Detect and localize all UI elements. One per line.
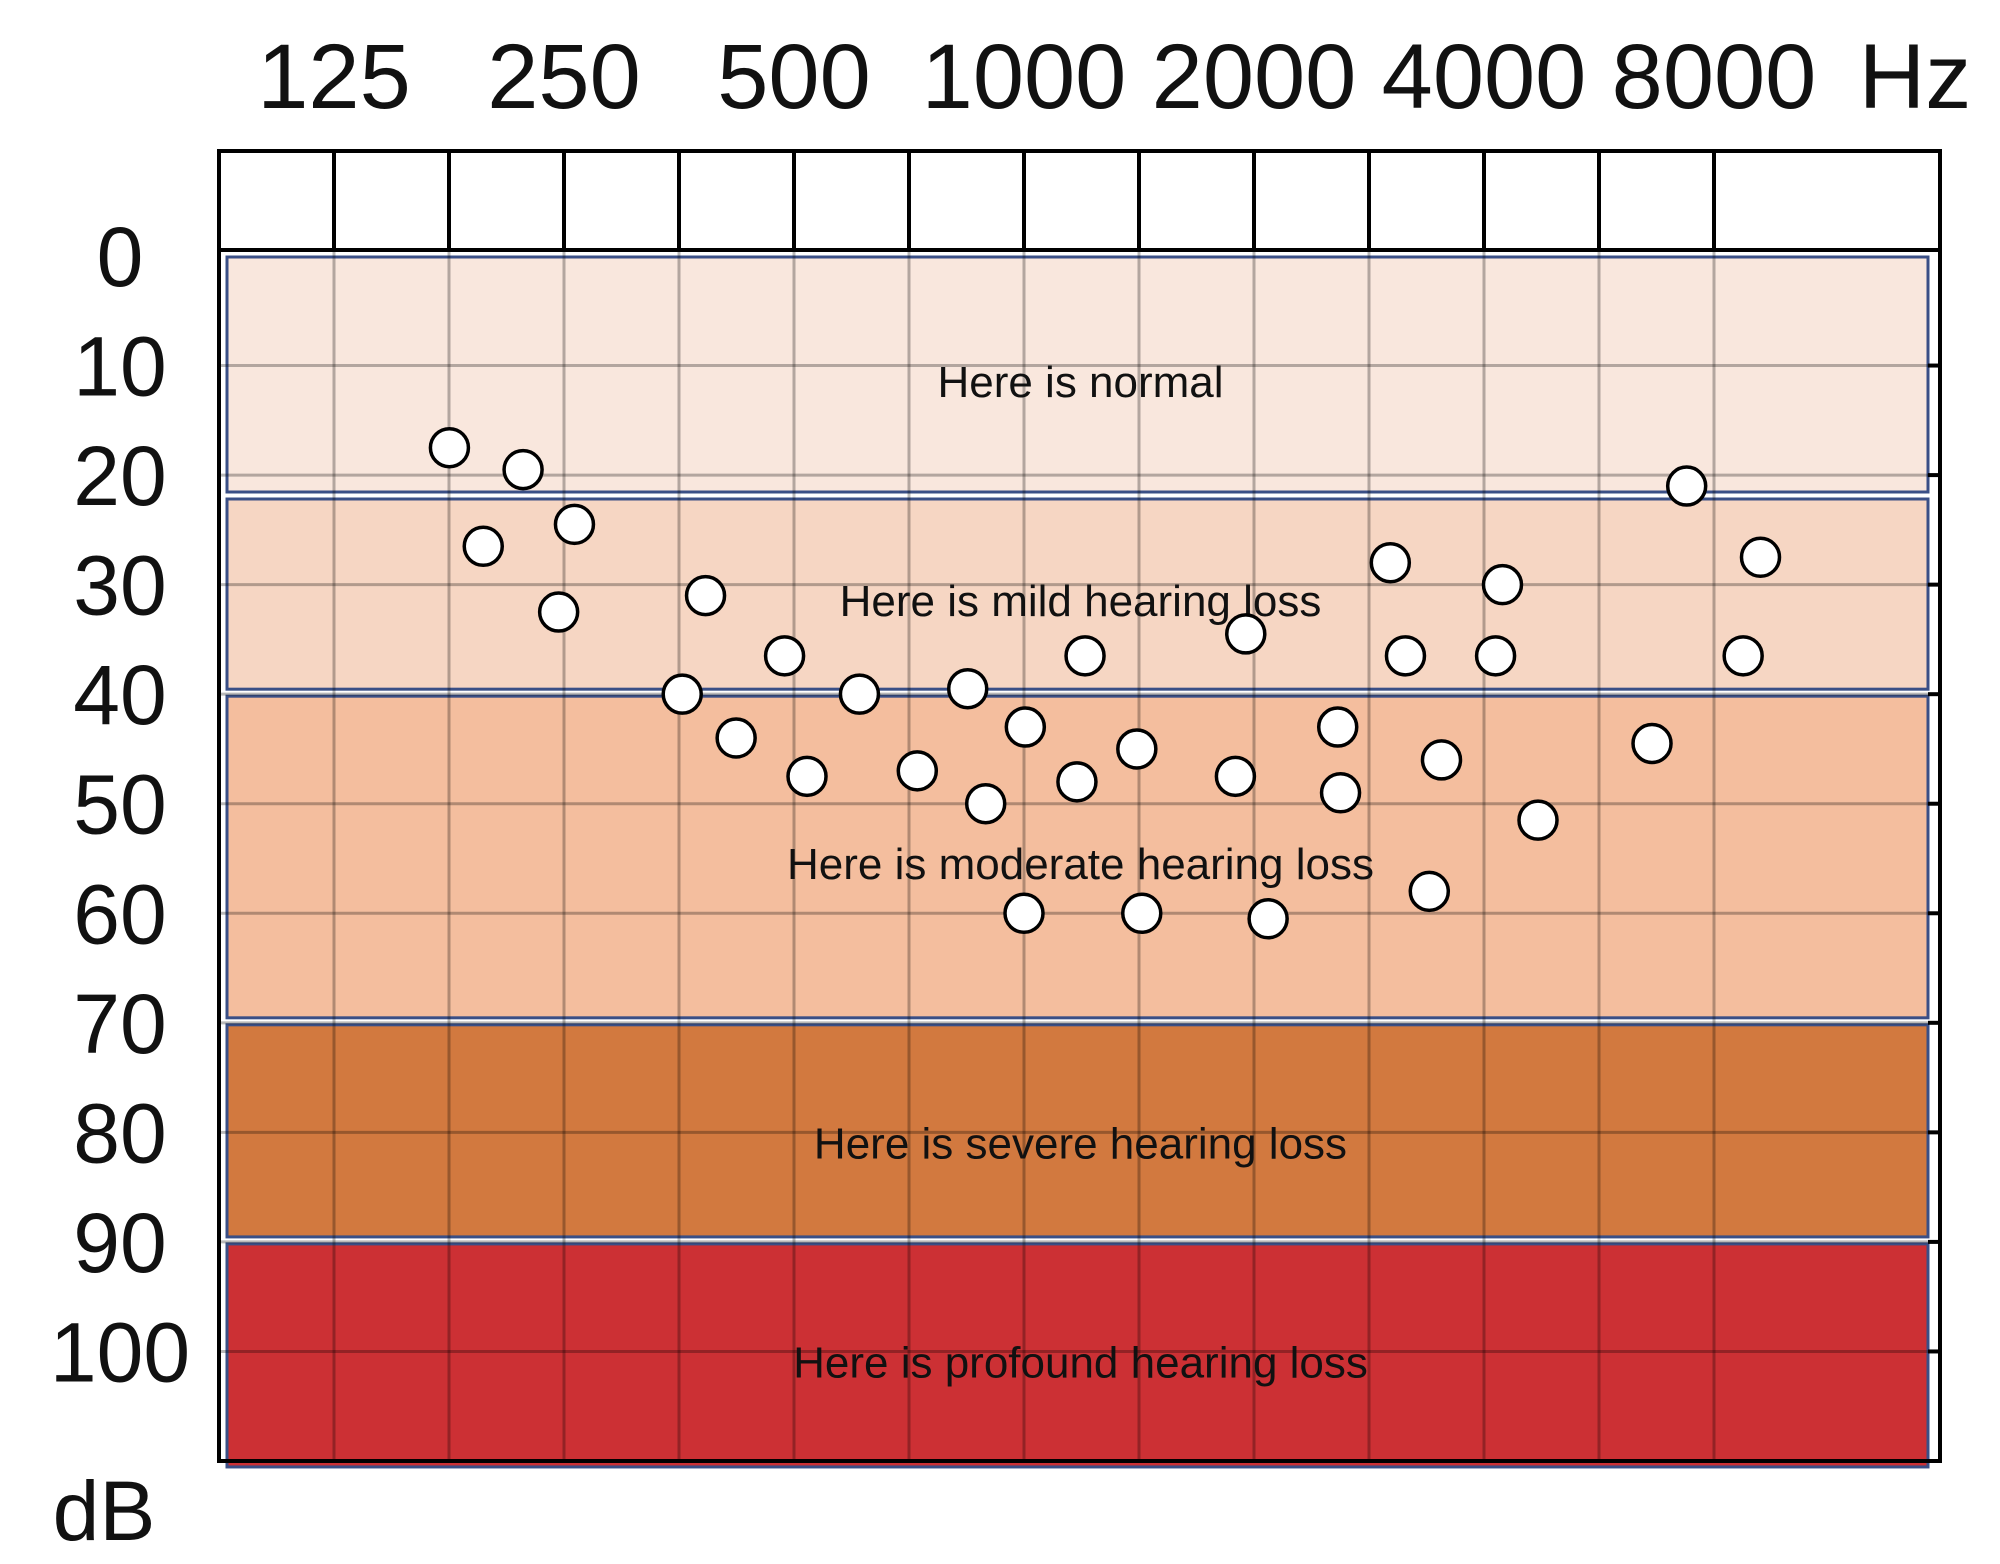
x-tick-label-2000: 2000	[1152, 26, 1357, 128]
decibel-axis: 0 10 20 30 40 50 60 70 80 90 100 dB	[50, 210, 190, 1558]
band-0	[225, 255, 1930, 494]
y-tick-label-0: 0	[97, 210, 144, 304]
threshold-point-25	[1369, 541, 1412, 584]
threshold-point-22	[1247, 898, 1289, 940]
y-tick-label-20: 20	[73, 429, 166, 523]
threshold-point-26	[1384, 635, 1427, 677]
threshold-point-19	[1121, 892, 1163, 935]
threshold-point-7	[715, 717, 757, 759]
y-tick-label-70: 70	[73, 977, 166, 1071]
y-tick-label-60: 60	[73, 867, 166, 961]
threshold-point-24	[1319, 772, 1362, 814]
frequency-axis: 125 250 500 1000 2000 4000 8000 Hz	[257, 26, 1971, 128]
threshold-point-31	[1517, 799, 1559, 841]
hearing-level-bands	[225, 255, 1930, 1469]
threshold-point-32	[1631, 722, 1673, 765]
threshold-point-5	[661, 673, 703, 715]
x-tick-label-125: 125	[257, 26, 411, 128]
y-unit-label: dB	[53, 1464, 156, 1558]
x-tick-label-250: 250	[487, 26, 641, 128]
threshold-point-13	[964, 782, 1007, 825]
threshold-point-18	[1116, 728, 1158, 770]
threshold-point-0	[428, 426, 471, 469]
threshold-point-2	[502, 448, 544, 491]
y-tick-label-90: 90	[73, 1196, 166, 1290]
threshold-point-12	[946, 667, 989, 710]
threshold-point-4	[553, 503, 596, 546]
threshold-point-20	[1214, 755, 1257, 798]
threshold-point-23	[1316, 706, 1359, 748]
y-tick-label-40: 40	[73, 648, 166, 742]
y-tick-label-100: 100	[50, 1305, 190, 1399]
threshold-point-17	[1064, 635, 1106, 677]
band-label-2: Here is moderate hearing loss	[787, 840, 1374, 889]
threshold-points	[428, 426, 1782, 940]
threshold-point-1	[462, 525, 505, 568]
threshold-point-30	[1481, 563, 1524, 606]
threshold-point-27	[1408, 870, 1451, 913]
x-tick-label-500: 500	[717, 26, 871, 128]
threshold-point-11	[896, 750, 939, 792]
x-tick-label-1000: 1000	[922, 26, 1127, 128]
x-unit-label: Hz	[1859, 26, 1971, 128]
band-label-3: Here is severe hearing loss	[814, 1119, 1347, 1168]
threshold-point-16	[1056, 761, 1098, 803]
band-3	[225, 1023, 1930, 1239]
y-tick-label-50: 50	[73, 758, 166, 852]
threshold-point-14	[1004, 706, 1047, 748]
band-label-0: Here is normal	[937, 358, 1223, 407]
threshold-point-6	[684, 574, 727, 617]
threshold-point-33	[1665, 465, 1708, 507]
threshold-point-3	[537, 591, 580, 633]
threshold-point-29	[1474, 635, 1517, 677]
band-4	[225, 1242, 1930, 1469]
threshold-point-9	[786, 755, 828, 798]
x-tick-label-4000: 4000	[1382, 26, 1587, 128]
band-label-4: Here is profound hearing loss	[793, 1338, 1368, 1387]
chart-grid	[217, 149, 1942, 1463]
y-tick-label-80: 80	[73, 1086, 166, 1180]
threshold-point-35	[1739, 536, 1782, 578]
y-tick-label-10: 10	[73, 320, 166, 414]
plot-frame	[217, 149, 1942, 1463]
threshold-point-34	[1722, 635, 1764, 677]
threshold-point-8	[763, 635, 806, 677]
threshold-point-28	[1420, 739, 1463, 781]
threshold-point-15	[1003, 892, 1045, 935]
threshold-point-10	[838, 673, 881, 715]
threshold-point-21	[1225, 613, 1267, 655]
x-tick-label-8000: 8000	[1612, 26, 1817, 128]
y-tick-label-30: 30	[73, 539, 166, 633]
